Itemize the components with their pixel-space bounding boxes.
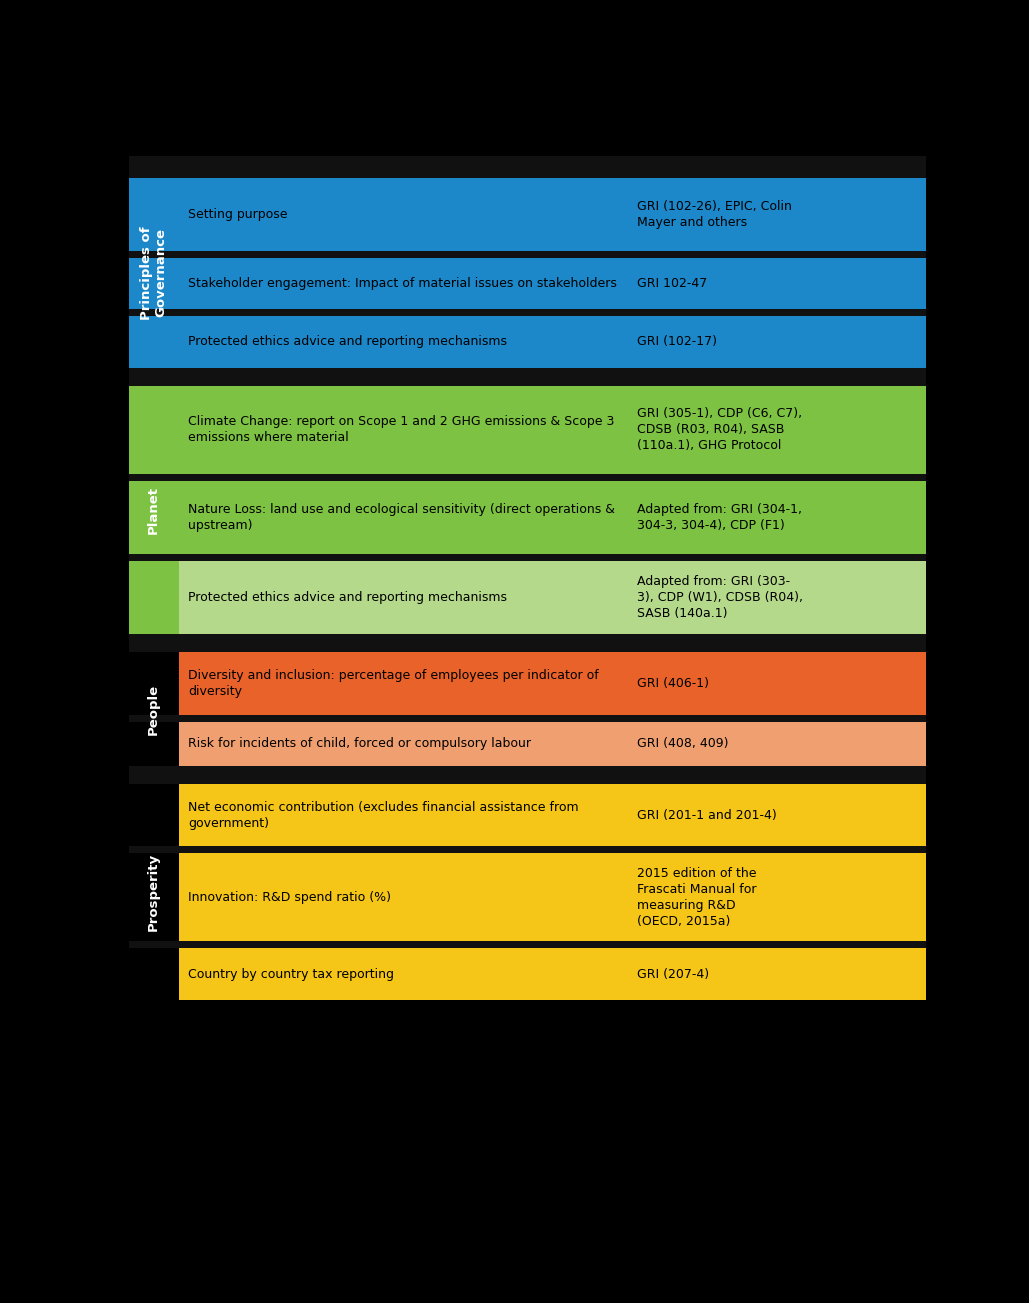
Bar (129, 156, 926, 179)
Text: Diversity and inclusion: percentage of employees per indicator of
diversity: Diversity and inclusion: percentage of e… (188, 668, 599, 698)
Bar (129, 367, 926, 386)
Text: Adapted from: GRI (303-
3), CDP (W1), CDSB (R04),
SASB (140a.1): Adapted from: GRI (303- 3), CDP (W1), CD… (637, 576, 803, 620)
Bar (179, 853, 926, 942)
Bar (179, 722, 926, 766)
Bar (129, 653, 179, 766)
Text: Net economic contribution (excludes financial assistance from
government): Net economic contribution (excludes fina… (188, 800, 579, 830)
Bar (179, 562, 926, 635)
Text: Protected ethics advice and reporting mechanisms: Protected ethics advice and reporting me… (188, 335, 507, 348)
Text: People: People (147, 684, 161, 735)
Text: Principles of
Governance: Principles of Governance (140, 225, 168, 319)
Text: GRI (305-1), CDP (C6, C7),
CDSB (R03, R04), SASB
(110a.1), GHG Protocol: GRI (305-1), CDP (C6, C7), CDSB (R03, R0… (637, 408, 802, 452)
Text: Stakeholder engagement: Impact of material issues on stakeholders: Stakeholder engagement: Impact of materi… (188, 278, 617, 291)
Bar (129, 554, 926, 562)
Text: Risk for incidents of child, forced or compulsory labour: Risk for incidents of child, forced or c… (188, 737, 531, 751)
Text: Setting purpose: Setting purpose (188, 208, 288, 222)
Bar (129, 635, 926, 653)
Text: 2015 edition of the
Frascati Manual for
measuring R&D
(OECD, 2015a): 2015 edition of the Frascati Manual for … (637, 866, 756, 928)
Bar (129, 846, 926, 853)
Bar (129, 784, 179, 999)
Bar (129, 386, 179, 635)
Bar (129, 714, 926, 722)
Text: GRI (102-26), EPIC, Colin
Mayer and others: GRI (102-26), EPIC, Colin Mayer and othe… (637, 201, 791, 229)
Text: GRI (408, 409): GRI (408, 409) (637, 737, 729, 751)
Bar (179, 653, 926, 714)
Text: Innovation: R&D spend ratio (%): Innovation: R&D spend ratio (%) (188, 891, 391, 904)
Text: GRI 102-47: GRI 102-47 (637, 278, 707, 291)
Text: Prosperity: Prosperity (147, 852, 161, 930)
Text: Planet: Planet (147, 486, 161, 534)
Bar (129, 179, 179, 367)
Bar (129, 309, 926, 317)
Bar (129, 474, 926, 481)
Bar (129, 251, 926, 258)
Text: GRI (406-1): GRI (406-1) (637, 678, 709, 691)
Text: Climate Change: report on Scope 1 and 2 GHG emissions & Scope 3
emissions where : Climate Change: report on Scope 1 and 2 … (188, 416, 614, 444)
Text: GRI (102-17): GRI (102-17) (637, 335, 716, 348)
Text: Protected ethics advice and reporting mechanisms: Protected ethics advice and reporting me… (188, 592, 507, 605)
Text: Country by country tax reporting: Country by country tax reporting (188, 968, 394, 981)
Bar (179, 949, 926, 999)
Text: GRI (207-4): GRI (207-4) (637, 968, 709, 981)
Bar (179, 481, 926, 554)
Bar (179, 386, 926, 474)
Bar (179, 317, 926, 367)
Text: GRI (201-1 and 201-4): GRI (201-1 and 201-4) (637, 809, 776, 821)
Bar (129, 942, 926, 949)
Text: Adapted from: GRI (304-1,
304-3, 304-4), CDP (F1): Adapted from: GRI (304-1, 304-3, 304-4),… (637, 503, 802, 532)
Bar (129, 766, 926, 784)
Bar (179, 258, 926, 309)
Bar (179, 179, 926, 251)
Bar (179, 784, 926, 846)
Text: Nature Loss: land use and ecological sensitivity (direct operations &
upstream): Nature Loss: land use and ecological sen… (188, 503, 615, 532)
